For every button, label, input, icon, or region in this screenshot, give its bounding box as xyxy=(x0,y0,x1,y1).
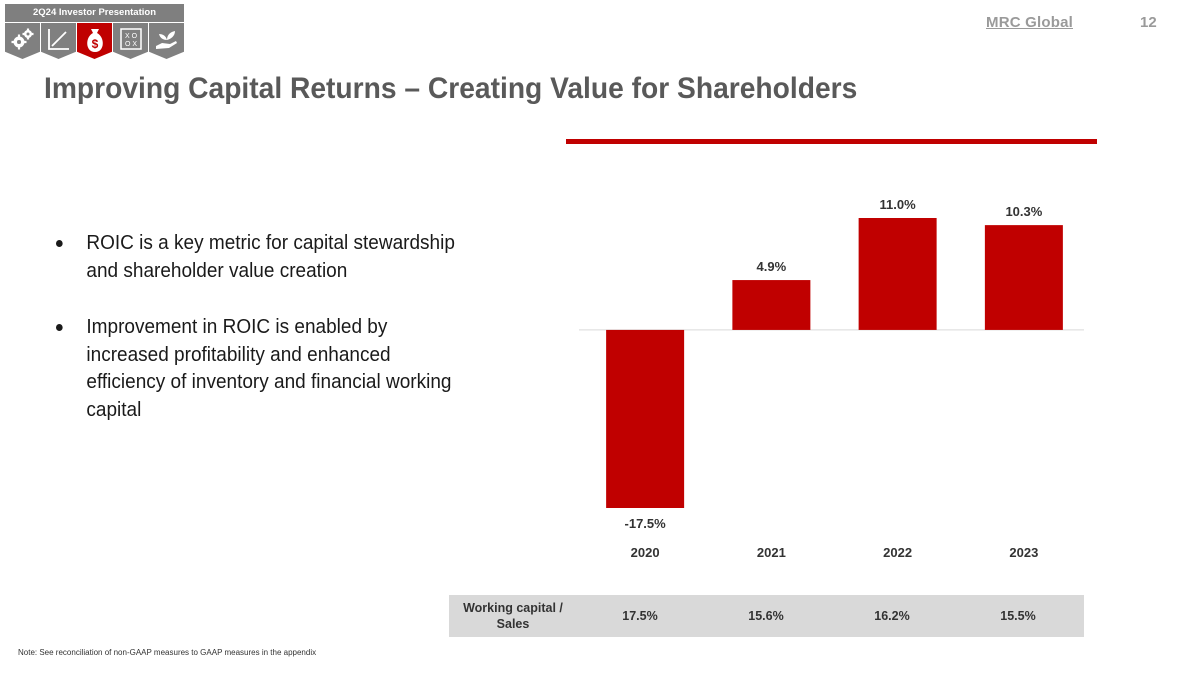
data-label-2022: 11.0% xyxy=(880,197,917,212)
working-capital-label: Working capital / Sales xyxy=(463,601,563,631)
page-number: 12 xyxy=(1140,14,1157,31)
presentation-tag: 2Q24 Investor Presentation xyxy=(5,4,184,22)
strategy-board-icon[interactable]: X O O X xyxy=(113,23,148,59)
growth-chart-icon[interactable] xyxy=(41,23,76,59)
chart-accent-rule xyxy=(566,139,1097,144)
bar-2020 xyxy=(606,329,685,508)
footnote: Note: See reconciliation of non-GAAP mea… xyxy=(18,648,317,657)
hand-plant-icon[interactable] xyxy=(149,23,184,59)
svg-text:O X: O X xyxy=(124,41,136,48)
working-capital-table: Working capital / Sales 17.5% 15.6% 16.2… xyxy=(449,595,1084,637)
bar-2023 xyxy=(984,225,1063,330)
bar-2022 xyxy=(858,218,937,330)
x-tick-2022: 2022 xyxy=(883,545,912,560)
x-tick-2023: 2023 xyxy=(1009,545,1038,560)
svg-text:$: $ xyxy=(91,37,98,51)
x-tick-2021: 2021 xyxy=(757,545,786,560)
gears-icon[interactable] xyxy=(5,23,40,59)
x-tick-2020: 2020 xyxy=(631,545,660,560)
data-label-2023: 10.3% xyxy=(1005,204,1042,219)
section-nav: $ X O O X xyxy=(5,23,184,59)
bar-2021 xyxy=(732,280,811,330)
bullet-item: Improvement in ROIC is enabled by increa… xyxy=(56,314,455,424)
data-label-2021: 4.9% xyxy=(757,259,787,274)
data-label-2020: -17.5% xyxy=(625,516,667,531)
wc-value-2021: 15.6% xyxy=(748,609,784,623)
wc-value-2022: 16.2% xyxy=(874,609,910,623)
svg-text:X O: X O xyxy=(124,33,137,40)
bullet-list: ROIC is a key metric for capital steward… xyxy=(56,230,476,453)
bullet-item: ROIC is a key metric for capital steward… xyxy=(56,230,455,285)
wc-value-2020: 17.5% xyxy=(622,609,658,623)
wc-value-2023: 15.5% xyxy=(1000,609,1036,623)
page-title: Improving Capital Returns – Creating Val… xyxy=(44,72,858,105)
money-bag-icon[interactable]: $ xyxy=(77,23,112,59)
company-logo: MRC Global xyxy=(986,14,1073,31)
